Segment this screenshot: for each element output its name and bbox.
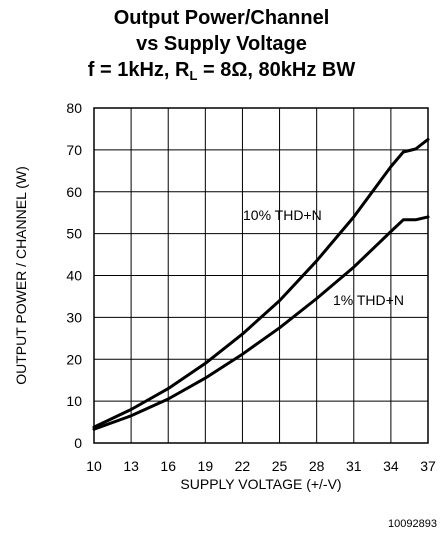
y-tick-labels: 0 10 20 30 40 50 60 70 80 [66, 100, 82, 451]
series-lines [92, 137, 430, 431]
figure-id: 10092893 [388, 518, 437, 530]
y-tick-label-8: 80 [66, 100, 82, 116]
y-tick-label-6: 60 [66, 184, 82, 200]
x-tick-label-5: 25 [272, 458, 288, 474]
subtitle-prefix: f = 1kHz, R [87, 59, 190, 81]
x-tick-labels: 10 13 16 19 22 25 28 31 34 37 [86, 458, 436, 474]
x-axis-label: SUPPLY VOLTAGE (+/-V) [180, 476, 341, 492]
y-tick-label-5: 50 [66, 226, 82, 242]
plot-frame [93, 107, 429, 444]
x-tick-label-9: 37 [420, 458, 436, 474]
x-tick-label-3: 19 [198, 458, 214, 474]
y-tick-label-1: 10 [66, 393, 82, 409]
y-tick-label-3: 30 [66, 309, 82, 325]
x-tick-label-6: 28 [309, 458, 325, 474]
y-axis-label: OUTPUT POWER / CHANNEL (W) [13, 166, 29, 385]
subtitle-suffix: = 8Ω, 80kHz BW [197, 59, 356, 81]
series-line-0 [92, 137, 430, 429]
chart-subtitle-2: f = 1kHz, RL = 8Ω, 80kHz BW [0, 58, 443, 88]
y-tick-label-0: 0 [74, 435, 82, 451]
x-tick-label-4: 22 [235, 458, 251, 474]
x-tick-label-2: 16 [160, 458, 176, 474]
annotation-10pct-thd: 10% THD+N [243, 207, 322, 223]
x-tick-label-7: 31 [346, 458, 362, 474]
y-tick-label-7: 70 [66, 142, 82, 158]
grid [93, 107, 429, 444]
x-tick-label-1: 13 [123, 458, 139, 474]
series-line-1 [92, 215, 430, 431]
y-tick-label-2: 20 [66, 351, 82, 367]
annotation-1pct-thd: 1% THD+N [333, 292, 404, 308]
x-tick-label-8: 34 [383, 458, 399, 474]
y-tick-label-4: 40 [66, 268, 82, 284]
chart-title: Output Power/Channel [113, 7, 330, 29]
x-tick-label-0: 10 [86, 458, 102, 474]
subtitle-subscript: L [189, 68, 198, 83]
chart-subtitle-1: vs Supply Voltage [136, 33, 307, 55]
